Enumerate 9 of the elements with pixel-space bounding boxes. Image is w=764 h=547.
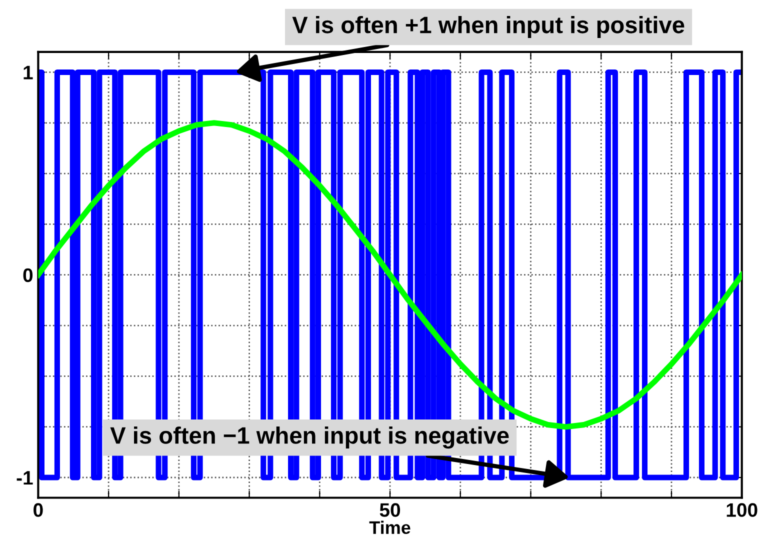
x-tick-label: 0 <box>34 503 43 517</box>
x-tick-label: 100 <box>726 503 758 517</box>
x-axis-title: Time <box>369 520 410 534</box>
annotation: V is often +1 when input is positive <box>292 16 684 38</box>
x-tick-label: 50 <box>380 503 400 517</box>
y-tick-label: -1 <box>16 471 33 485</box>
annotation: V is often −1 when input is negative <box>110 426 509 449</box>
y-tick-label: 1 <box>24 66 33 80</box>
y-tick-label: 0 <box>23 268 33 282</box>
